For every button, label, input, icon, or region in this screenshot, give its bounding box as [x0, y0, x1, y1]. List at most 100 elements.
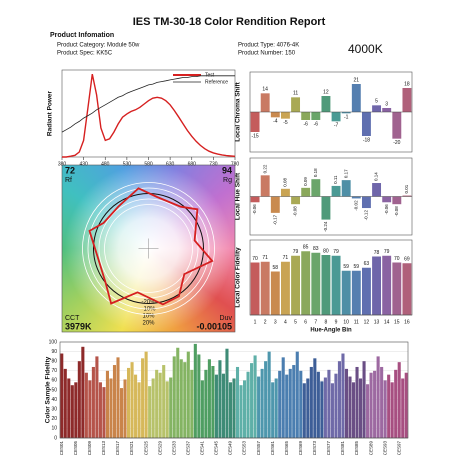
value-label: -0.06: [252, 204, 257, 215]
value-label: 79: [384, 249, 390, 255]
plot-frame: [61, 164, 236, 333]
bar: [88, 380, 92, 438]
value-label: 0.18: [313, 168, 318, 177]
bar: [218, 360, 222, 438]
x-axis-label: Hue-Angle Bin: [310, 328, 352, 334]
spectrum-line: [61, 75, 235, 133]
bar: [390, 382, 394, 438]
x-tick-label: 12: [364, 319, 370, 325]
y-tick-label: 40: [51, 397, 57, 403]
x-tick-label: 480: [101, 161, 110, 167]
value-label: 0.14: [374, 172, 379, 181]
x-tick-label: CES81: [340, 441, 345, 456]
value-label: -20: [393, 140, 400, 146]
ring-label: 10%: [142, 314, 155, 320]
value-label: -0.17: [273, 214, 278, 225]
bar: [351, 84, 361, 112]
y-tick-label: 80: [51, 359, 57, 365]
x-tick-label: CES49: [228, 441, 233, 456]
bar: [394, 369, 398, 438]
bar: [274, 378, 278, 438]
bar: [270, 196, 280, 213]
bar: [239, 385, 243, 438]
bar: [369, 372, 373, 438]
bar: [372, 183, 382, 197]
x-tick-label: CES89: [368, 441, 373, 456]
bar: [84, 372, 88, 438]
bar: [162, 365, 166, 438]
rf-label: Rf: [65, 177, 72, 184]
bar: [176, 347, 180, 438]
value-label: 70: [394, 256, 400, 262]
bar: [331, 185, 341, 197]
bar: [267, 351, 271, 438]
bar: [351, 196, 361, 199]
x-tick-label: 380: [58, 161, 67, 167]
bar: [344, 368, 349, 438]
bar: [299, 370, 303, 438]
bar: [361, 267, 371, 315]
x-tick-label: CES93: [382, 441, 387, 456]
bar: [309, 366, 313, 438]
bar: [60, 353, 64, 438]
x-tick-label: 6: [304, 319, 307, 325]
bar: [402, 263, 412, 315]
bar: [242, 380, 247, 438]
value-label: 79: [293, 249, 299, 255]
plot-frame: [249, 71, 413, 153]
bar: [311, 112, 321, 120]
cct-badge: 4000K: [348, 42, 383, 56]
x-tick-label: 5: [294, 319, 297, 325]
bar: [330, 383, 334, 438]
bar: [402, 195, 412, 197]
x-tick-label: CES09: [87, 441, 92, 456]
value-label: 21: [354, 77, 360, 83]
y-axis-label: Local Chroma Shift: [235, 81, 242, 141]
bar: [285, 374, 289, 438]
bar: [165, 381, 169, 438]
bar: [155, 369, 159, 438]
x-tick-label: 780: [231, 161, 240, 167]
value-label: 85: [303, 245, 309, 251]
bar: [225, 348, 229, 438]
ring-label: -10%: [141, 307, 156, 313]
bar: [250, 363, 254, 438]
value-label: 79: [333, 249, 339, 255]
value-label: -0.12: [364, 210, 369, 221]
value-label: 12: [323, 89, 329, 95]
x-tick-label: CES53: [242, 441, 247, 456]
bar: [270, 112, 280, 118]
value-label: -0.08: [293, 206, 298, 217]
value-label: -6: [314, 121, 319, 127]
x-tick-label: CES65: [284, 441, 289, 456]
x-tick-label: 730: [209, 161, 218, 167]
bar: [257, 376, 261, 438]
x-tick-label: CES01: [59, 441, 64, 456]
value-label: -1: [344, 115, 349, 121]
value-label: 0.22: [262, 164, 267, 173]
product-type: Product Type: 4076-4K: [238, 43, 299, 49]
bar: [392, 196, 402, 205]
bar: [362, 361, 366, 438]
bar: [402, 88, 412, 112]
bar: [280, 261, 290, 315]
y-tick-label: 10: [51, 426, 57, 432]
ring: [82, 182, 215, 315]
value-label: 59: [343, 264, 349, 270]
ring-label: -20%: [141, 300, 156, 306]
bar: [158, 372, 162, 438]
x-tick-label: CES97: [396, 441, 401, 456]
bar: [392, 262, 402, 315]
bar: [200, 380, 204, 438]
plot-frame: [249, 239, 413, 316]
y-axis-label: Local Hue Shift: [235, 172, 242, 220]
value-label: 3: [385, 101, 388, 107]
bar: [331, 255, 341, 315]
plot-frame: [59, 341, 409, 439]
value-label: 80: [323, 248, 329, 254]
x-tick-label: 13: [374, 319, 380, 325]
y-axis-label: Radiant Power: [47, 90, 54, 136]
value-label: -5: [283, 120, 288, 126]
bar: [351, 382, 356, 438]
